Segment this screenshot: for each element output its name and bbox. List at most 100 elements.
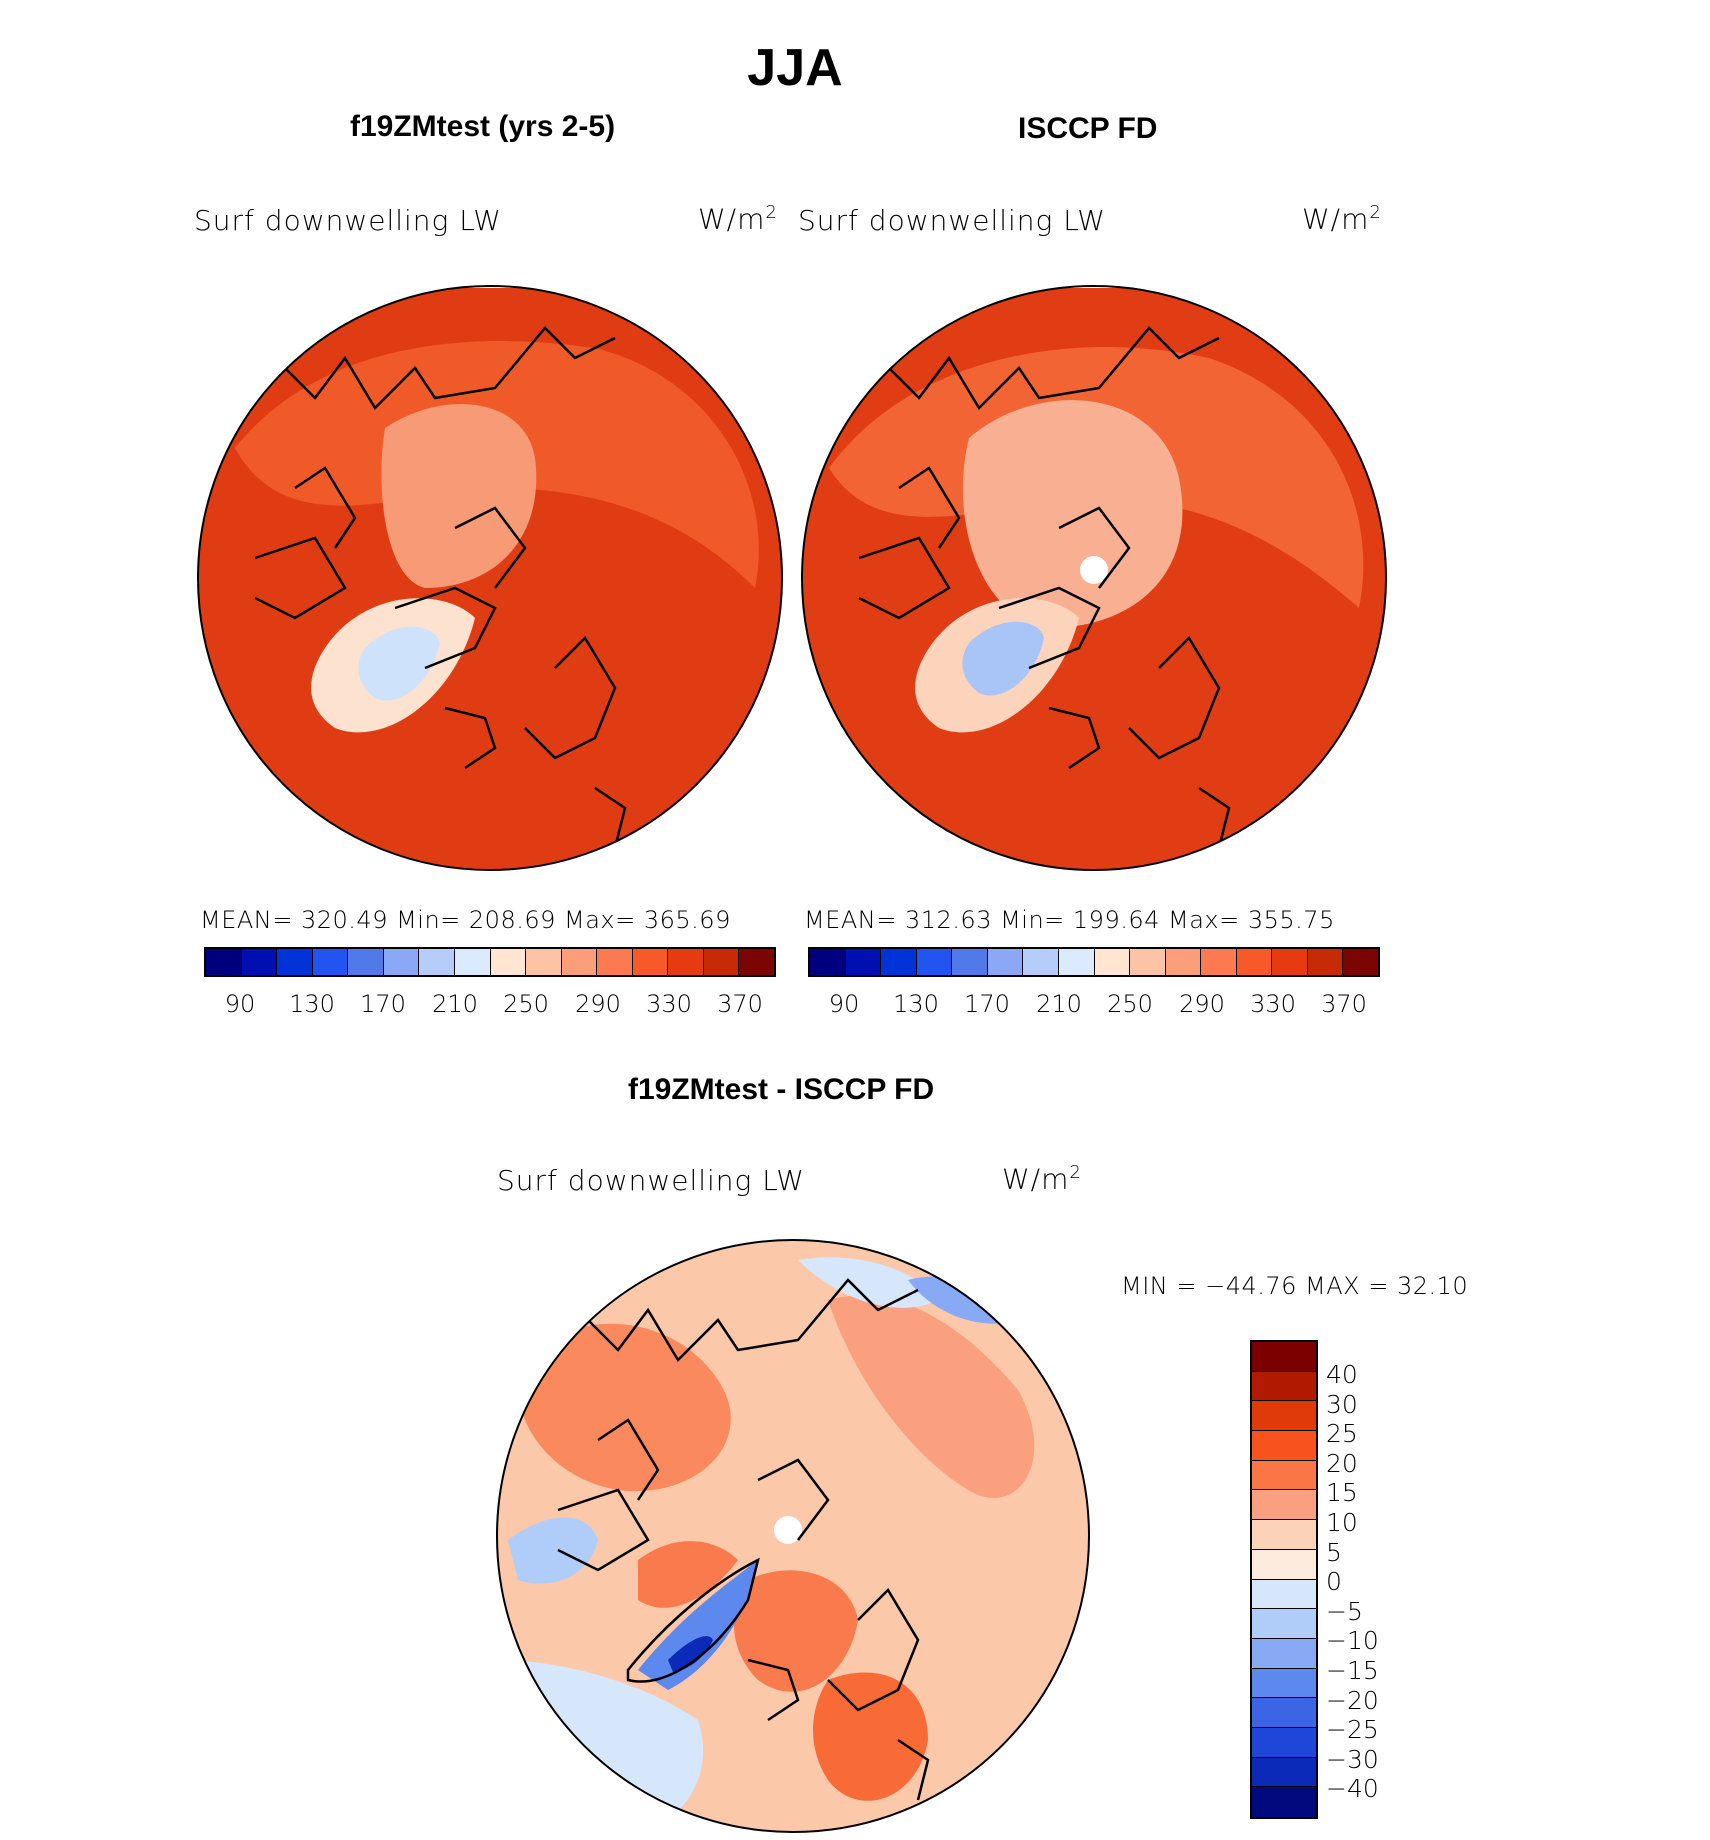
diff-map-pole-hole — [774, 1516, 802, 1544]
model-colorbar-tick: 330 — [646, 990, 692, 1018]
colorbar-box — [1252, 1549, 1316, 1580]
diff-map-cool-region — [798, 1257, 938, 1308]
obs-colorbar-tick: 210 — [1036, 990, 1082, 1018]
panel-obs-units: W/m2 — [1302, 202, 1382, 236]
obs-colorbar-tick: 330 — [1250, 990, 1296, 1018]
diff-colorbar-tick: 10 — [1326, 1508, 1358, 1537]
colorbar-box — [952, 949, 988, 975]
panel-model-stats: MEAN= 320.49 Min= 208.69 Max= 365.69 — [200, 906, 731, 934]
model-colorbar-tick: 170 — [360, 990, 406, 1018]
diff-map-frame — [496, 1239, 1090, 1833]
colorbar-box — [206, 949, 242, 975]
colorbar-box — [1252, 1579, 1316, 1610]
diff-colorbar-tick: 15 — [1326, 1478, 1358, 1507]
diff-colorbar-tick: −5 — [1326, 1597, 1363, 1626]
model-colorbar — [204, 947, 776, 977]
diff-colorbar-tick: −25 — [1326, 1715, 1379, 1744]
colorbar-box — [1252, 1698, 1316, 1728]
colorbar-box — [1236, 949, 1273, 975]
diff-colorbar — [1250, 1340, 1318, 1819]
colorbar-box — [1058, 949, 1095, 975]
model-map-coastlines — [234, 326, 627, 849]
obs-map-arctic-region — [962, 400, 1183, 628]
diff-colorbar-tick: 40 — [1326, 1360, 1358, 1389]
diff-colorbar-tick: 5 — [1326, 1538, 1342, 1567]
panel-obs-stats: MEAN= 312.63 Min= 199.64 Max= 355.75 — [804, 906, 1335, 934]
diff-polar-map — [496, 1239, 1090, 1833]
model-colorbar-tick: 90 — [224, 990, 256, 1018]
model-map-frame — [197, 285, 783, 871]
model-colorbar-tick: 290 — [575, 990, 621, 1018]
panel-model-subtitle: Surf downwelling LW — [194, 204, 502, 237]
panel-obs-subtitle: Surf downwelling LW — [798, 204, 1106, 237]
model-map-arctic-region — [381, 404, 537, 588]
colorbar-box — [1252, 1431, 1316, 1461]
panel-model-title: f19ZMtest (yrs 2-5) — [350, 110, 616, 143]
obs-map-pole-hole — [1080, 556, 1108, 584]
colorbar-box — [881, 949, 917, 975]
obs-colorbar-tick: 250 — [1107, 990, 1153, 1018]
colorbar-box — [561, 949, 598, 975]
model-colorbar-tick: 130 — [289, 990, 335, 1018]
diff-map-coastlines — [537, 1278, 930, 1801]
obs-colorbar-tick: 370 — [1321, 990, 1367, 1018]
diff-colorbar-tick: −15 — [1326, 1656, 1379, 1685]
panel-diff-subtitle: Surf downwelling LW — [497, 1164, 805, 1197]
colorbar-box — [348, 949, 384, 975]
panel-diff-title: f19ZMtest - ISCCP FD — [628, 1073, 935, 1106]
colorbar-box — [1252, 1342, 1316, 1372]
diff-map-cool-core — [668, 1636, 713, 1672]
colorbar-box — [1252, 1609, 1316, 1639]
diff-colorbar-tick: −10 — [1326, 1626, 1379, 1655]
colorbar-box — [1094, 949, 1131, 975]
colorbar-box — [1252, 1668, 1316, 1699]
model-polar-map — [197, 285, 783, 871]
diff-colorbar-tick: 25 — [1326, 1419, 1358, 1448]
colorbar-box — [1165, 949, 1202, 975]
colorbar-box — [241, 949, 278, 975]
colorbar-box — [597, 949, 633, 975]
obs-map-greenland-core — [962, 621, 1044, 696]
colorbar-box — [668, 949, 704, 975]
diff-map-warm-region — [828, 1295, 1035, 1498]
model-colorbar-tick: 370 — [717, 990, 763, 1018]
colorbar-box — [1252, 1727, 1316, 1758]
diff-colorbar-tick: −30 — [1326, 1745, 1379, 1774]
obs-colorbar-tick: 290 — [1179, 990, 1225, 1018]
model-colorbar-tick: 250 — [503, 990, 549, 1018]
panel-diff-units: W/m2 — [1002, 1162, 1082, 1196]
colorbar-box — [1252, 1787, 1316, 1817]
colorbar-box — [1252, 1460, 1316, 1491]
diff-map-warm-region — [638, 1541, 738, 1608]
obs-map-coastlines — [838, 326, 1231, 849]
colorbar-box — [632, 949, 669, 975]
model-colorbar-tick: 210 — [432, 990, 478, 1018]
colorbar-box — [1130, 949, 1166, 975]
diff-map-warm-region — [734, 1570, 858, 1692]
main-title: JJA — [747, 39, 843, 97]
colorbar-box — [1252, 1371, 1316, 1402]
colorbar-box — [419, 949, 455, 975]
colorbar-box — [277, 949, 313, 975]
obs-colorbar-tick: 130 — [893, 990, 939, 1018]
colorbar-box — [383, 949, 420, 975]
diff-colorbar-tick: 0 — [1326, 1567, 1342, 1596]
colorbar-box — [916, 949, 953, 975]
colorbar-box — [1023, 949, 1059, 975]
model-map-greenland-core — [358, 626, 440, 701]
colorbar-box — [703, 949, 740, 975]
colorbar-box — [1252, 1638, 1316, 1669]
colorbar-box — [810, 949, 846, 975]
diff-colorbar-tick: 30 — [1326, 1390, 1358, 1419]
colorbar-box — [1272, 949, 1308, 975]
colorbar-box — [454, 949, 491, 975]
diff-colorbar-tick: 20 — [1326, 1449, 1358, 1478]
colorbar-box — [526, 949, 562, 975]
diff-map-warm-region — [813, 1672, 928, 1801]
obs-colorbar — [808, 947, 1380, 977]
diff-map-cool-region — [508, 1517, 598, 1584]
diff-map-warm-region — [516, 1323, 731, 1492]
colorbar-box — [1252, 1757, 1316, 1788]
colorbar-box — [739, 949, 774, 975]
colorbar-box — [1252, 1401, 1316, 1432]
